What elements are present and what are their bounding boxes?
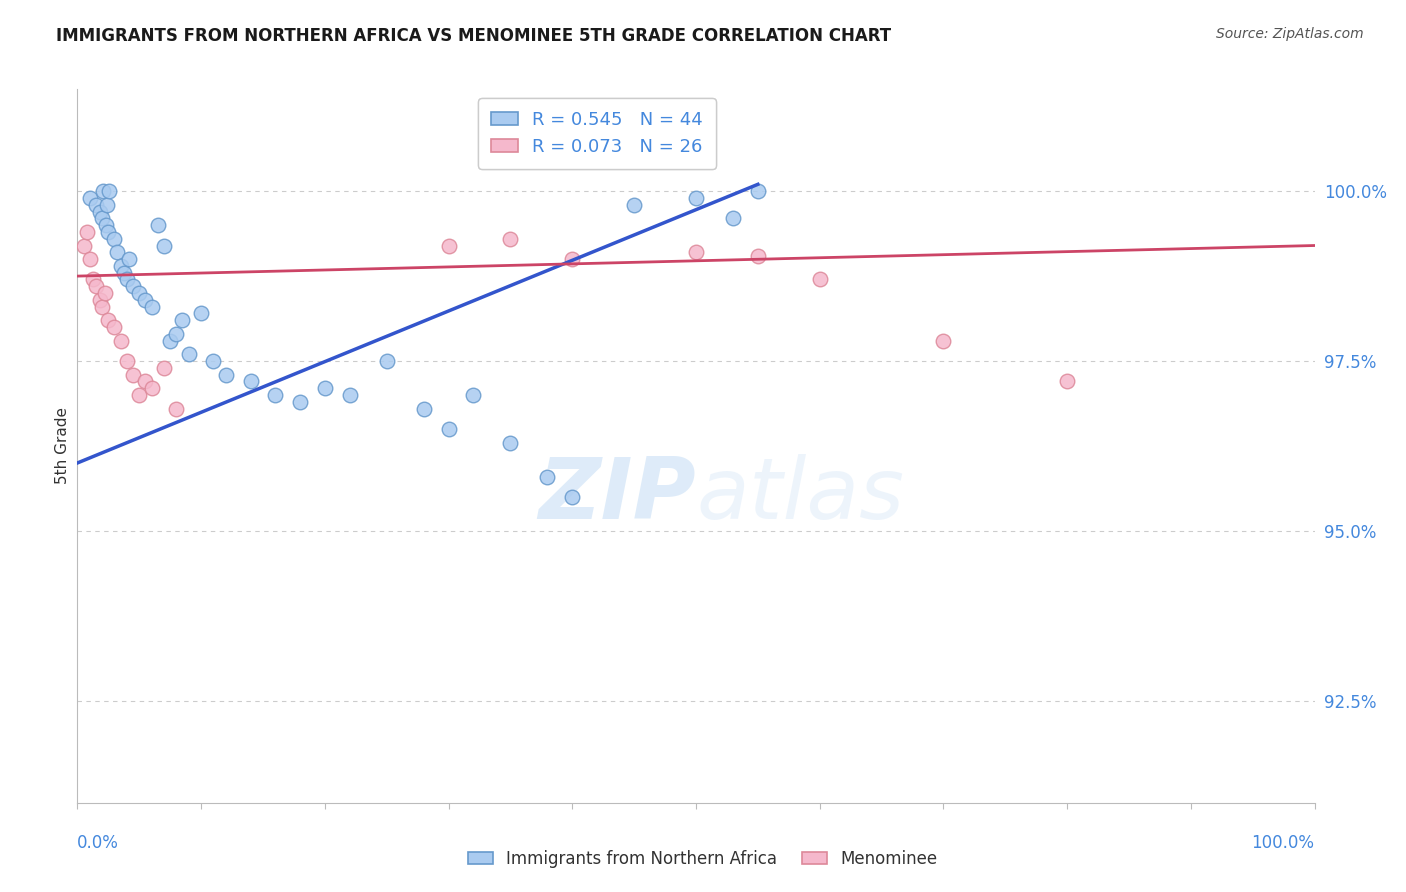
- Point: [153, 360, 176, 375]
- Text: atlas: atlas: [696, 454, 904, 538]
- Point: [437, 422, 460, 436]
- Legend: R = 0.545   N = 44, R = 0.073   N = 26: R = 0.545 N = 44, R = 0.073 N = 26: [478, 98, 716, 169]
- Point: [72, 238, 94, 252]
- Point: [103, 232, 125, 246]
- Point: [134, 375, 156, 389]
- Point: [561, 490, 583, 504]
- Legend: Immigrants from Northern Africa, Menominee: Immigrants from Northern Africa, Menomin…: [461, 844, 945, 875]
- Point: [239, 375, 262, 389]
- Point: [339, 388, 361, 402]
- Point: [122, 368, 145, 382]
- Point: [141, 381, 163, 395]
- Point: [97, 225, 120, 239]
- Point: [685, 191, 707, 205]
- Point: [499, 435, 522, 450]
- Point: [122, 279, 145, 293]
- Point: [118, 252, 141, 266]
- Point: [97, 313, 120, 327]
- Point: [375, 354, 398, 368]
- Point: [437, 238, 460, 252]
- Point: [76, 225, 98, 239]
- Point: [112, 266, 135, 280]
- Y-axis label: 5th Grade: 5th Grade: [55, 408, 70, 484]
- Point: [128, 388, 150, 402]
- Point: [165, 401, 187, 416]
- Point: [685, 245, 707, 260]
- Point: [463, 388, 485, 402]
- Point: [103, 320, 125, 334]
- Point: [172, 313, 194, 327]
- Point: [94, 218, 117, 232]
- Point: [721, 211, 744, 226]
- Point: [128, 286, 150, 301]
- Point: [153, 238, 176, 252]
- Point: [412, 401, 434, 416]
- Text: 0.0%: 0.0%: [77, 834, 120, 852]
- Point: [79, 191, 101, 205]
- Point: [932, 334, 955, 348]
- Point: [808, 272, 831, 286]
- Text: 100.0%: 100.0%: [1251, 834, 1315, 852]
- Point: [623, 198, 645, 212]
- Point: [82, 272, 104, 286]
- Point: [96, 198, 118, 212]
- Point: [110, 259, 132, 273]
- Point: [747, 184, 769, 198]
- Point: [215, 368, 238, 382]
- Point: [146, 218, 169, 232]
- Point: [84, 198, 107, 212]
- Point: [1056, 375, 1078, 389]
- Point: [84, 279, 107, 293]
- Point: [93, 286, 115, 301]
- Point: [264, 388, 287, 402]
- Point: [115, 272, 138, 286]
- Point: [190, 306, 212, 320]
- Point: [89, 204, 111, 219]
- Point: [110, 334, 132, 348]
- Point: [288, 394, 311, 409]
- Text: Source: ZipAtlas.com: Source: ZipAtlas.com: [1216, 27, 1364, 41]
- Point: [79, 252, 101, 266]
- Point: [115, 354, 138, 368]
- Text: IMMIGRANTS FROM NORTHERN AFRICA VS MENOMINEE 5TH GRADE CORRELATION CHART: IMMIGRANTS FROM NORTHERN AFRICA VS MENOM…: [56, 27, 891, 45]
- Point: [134, 293, 156, 307]
- Text: ZIP: ZIP: [538, 454, 696, 538]
- Point: [177, 347, 200, 361]
- Point: [141, 300, 163, 314]
- Point: [536, 469, 558, 483]
- Point: [561, 252, 583, 266]
- Point: [314, 381, 336, 395]
- Point: [159, 334, 181, 348]
- Point: [165, 326, 187, 341]
- Point: [91, 211, 114, 226]
- Point: [202, 354, 225, 368]
- Point: [747, 249, 769, 263]
- Point: [499, 232, 522, 246]
- Point: [91, 184, 114, 198]
- Point: [91, 300, 114, 314]
- Point: [89, 293, 111, 307]
- Point: [105, 245, 128, 260]
- Point: [98, 184, 121, 198]
